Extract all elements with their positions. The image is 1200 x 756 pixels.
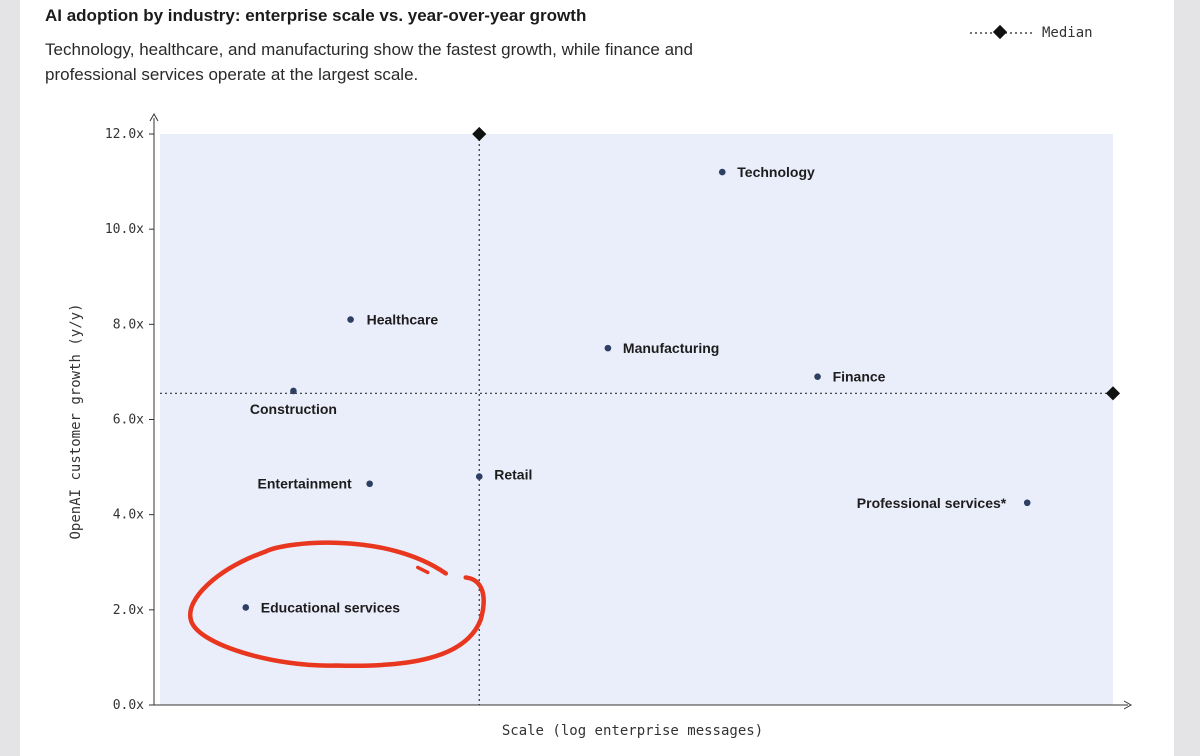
chart-subtitle: Technology, healthcare, and manufacturin… (45, 40, 693, 84)
median-y-marker (1105, 386, 1121, 401)
point-retail (475, 473, 483, 480)
point-label-healthcare: Healthcare (367, 312, 439, 328)
point-finance (814, 373, 821, 380)
y-ticks: 0.0x 2.0x 4.0x 6.0x 8.0x 10.0x 12.0x (105, 127, 154, 713)
legend: Median (968, 22, 1093, 44)
annotation-circle (188, 540, 486, 668)
point-label-entertainment: Entertainment (258, 476, 352, 492)
y-axis-arrow (149, 112, 159, 122)
data-points: Technology Healthcare Manufacturing Finance… (242, 164, 1031, 615)
point-technology (718, 168, 726, 176)
legend-median-label: Median (1042, 25, 1093, 41)
chart-title: AI adoption by industry: enterprise scal… (45, 6, 587, 25)
point-label-finance: Finance (833, 369, 886, 385)
point-professional-services (1023, 499, 1031, 507)
y-tick-label: 2.0x (113, 603, 144, 618)
x-axis-arrow (1123, 700, 1133, 710)
y-tick-label: 0.0x (113, 698, 144, 713)
point-manufacturing (604, 344, 612, 352)
point-label-construction: Construction (250, 401, 337, 417)
point-label-retail: Retail (494, 467, 532, 483)
point-label-professional-services: Professional services* (857, 495, 1007, 511)
y-tick-label: 12.0x (105, 127, 144, 142)
median-lines (160, 126, 1121, 705)
point-label-technology: Technology (737, 164, 815, 180)
y-tick-label: 6.0x (113, 413, 144, 428)
y-tick-label: 10.0x (105, 222, 144, 237)
plot-background (160, 134, 1113, 705)
x-axis-title: Scale (log enterprise messages) (502, 723, 763, 739)
point-label-manufacturing: Manufacturing (623, 340, 719, 356)
point-entertainment (366, 480, 373, 488)
point-label-educational-services: Educational services (261, 599, 401, 615)
median-legend-icon (970, 24, 1032, 40)
median-x-marker (472, 126, 487, 142)
point-healthcare (347, 316, 354, 323)
y-axis-title: OpenAI customer growth (y/y) (68, 303, 84, 539)
y-tick-label: 4.0x (113, 508, 144, 523)
annotation-stroke (416, 565, 430, 575)
point-educational-services (242, 604, 250, 611)
y-tick-label: 8.0x (113, 317, 144, 332)
point-construction (290, 387, 297, 395)
